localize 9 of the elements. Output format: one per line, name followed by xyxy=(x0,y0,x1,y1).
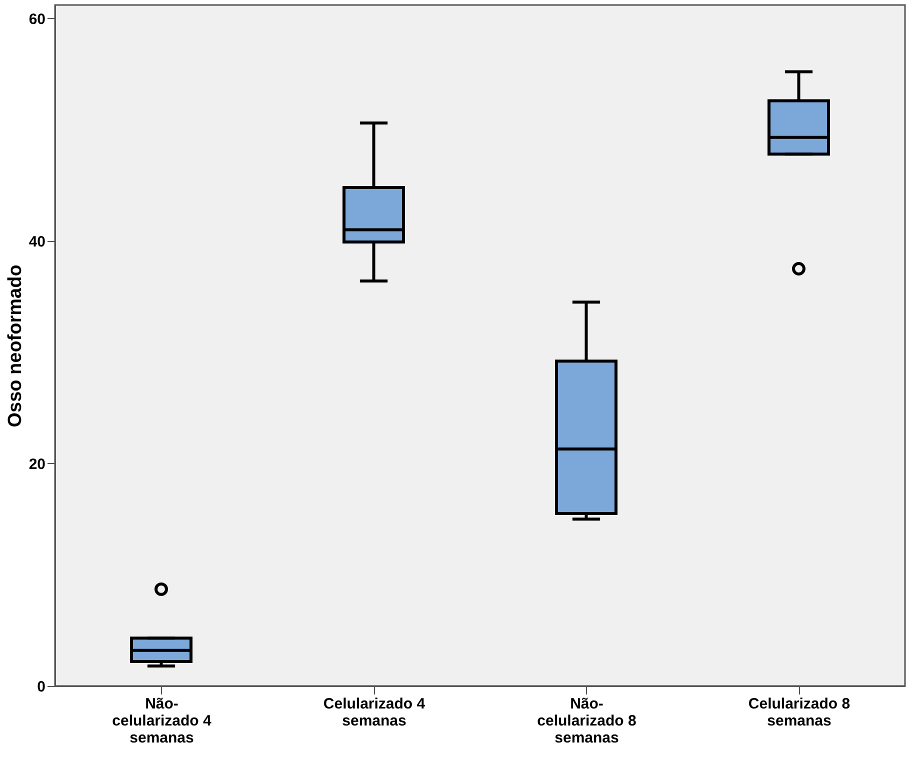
x-tick-label: Não-celularizado 4 semanas xyxy=(112,696,212,746)
y-tick-label: 40 xyxy=(28,233,46,250)
x-tick-label: Não-celularizado 8 semanas xyxy=(537,696,636,746)
y-tick-label: 20 xyxy=(28,456,46,473)
y-tick-label: 0 xyxy=(37,678,46,696)
x-tick-label: Celularizado 4 semanas xyxy=(323,696,426,730)
x-tick-label: Celularizado 8 semanas xyxy=(748,696,850,730)
y-axis-title: Osso neoformado xyxy=(4,264,26,428)
y-tick-label: 60 xyxy=(28,10,46,28)
